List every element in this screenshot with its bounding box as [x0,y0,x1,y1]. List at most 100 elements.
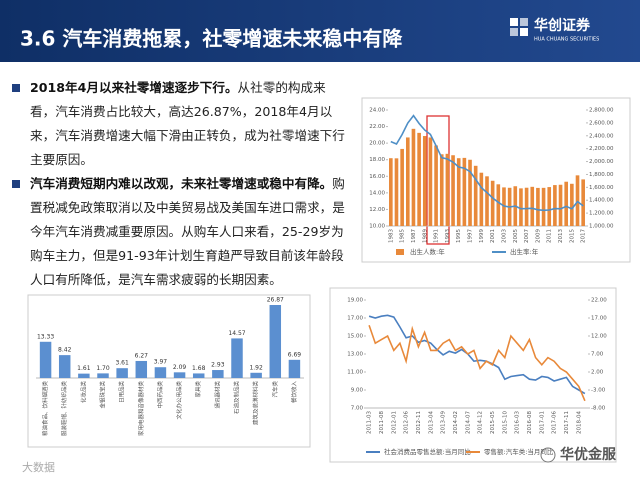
bar [231,338,243,378]
watermark: 大数据 [22,460,55,474]
y-tick-label: 16.00 [369,174,385,180]
data-label: 2.09 [173,364,187,371]
data-label: 2.93 [211,362,225,369]
x-tick-label: 2012-01 [391,411,397,434]
x-tick-label: 2011 [547,229,553,243]
bar [581,179,585,226]
y-tick-label: 2,200.00 [589,146,614,152]
bar [456,158,461,226]
y-tick-label: 7.00 [591,352,604,358]
bar [39,341,52,378]
bar [411,128,416,226]
y-tick-label: 20.00 [369,141,385,147]
slide-title: 3.6 汽车消费拖累，社零增速未来稳中有降 [20,27,403,51]
bullet-bold: 2018年4月以来社零增速逐步下行。 [30,80,238,95]
y-tick-label: -3.00 [591,388,606,394]
legend-label: 出生率:年 [510,247,539,256]
bar [269,305,282,378]
x-tick-label: 2001 [490,229,496,243]
bar [558,184,563,226]
y-tick-label: 9.00 [351,388,364,394]
y-tick-label: 1,400.00 [589,198,614,204]
x-tick-label: 1999 [479,229,485,243]
y-tick-label: 7.00 [351,406,364,412]
x-tick-label: 2016-03 [515,411,521,434]
watermark-icon [540,447,556,463]
bar [434,145,438,226]
line-series [390,114,584,212]
line-series [368,314,586,395]
bar [570,183,574,226]
bar [58,355,71,378]
x-tick-label: 家用电器和音像器材类 [137,381,145,437]
bar [462,157,467,226]
bullet-body: 从社零的构成来看，汽车消费占比较大，高达26.87%，2018年4月以来，汽车消… [30,80,345,167]
y-tick-label: 22.00 [591,298,607,304]
y-tick-label: -8.00 [591,406,606,412]
bar [564,181,569,226]
legend-label: 社会消费品零售总额:当月同比 [384,447,471,456]
logo-text: 华创证券 [534,17,591,34]
x-tick-label: 2014-12 [478,411,484,434]
bullet-bold: 汽车消费短期内难以改观，未来社零增速或稳中有降。 [30,176,333,191]
y-tick-label: 12.00 [369,207,385,213]
x-tick-label: 2007 [524,229,530,243]
x-tick-label: 2014-07 [465,411,471,434]
x-tick-label: 2015-10 [502,411,508,434]
x-tick-label: 2013-09 [441,411,447,434]
bar [173,372,186,378]
y-tick-label: 13.00 [347,352,363,358]
bar [496,184,501,226]
data-label: 6.69 [288,351,302,358]
bullet: 汽车消费短期内难以改观，未来社零增速或稳中有降。购置税减免政策取消以及中美贸易战… [8,172,350,292]
legend-swatch [396,249,404,255]
bar [250,372,262,378]
data-label: 8.42 [58,347,72,354]
bar [394,158,399,226]
bullet-marker [12,84,20,92]
x-tick-label: 2015 [569,229,575,243]
y-tick-label: 2,400.00 [589,133,614,139]
bar [97,373,109,378]
x-tick-label: 2018-04 [576,411,582,434]
y-tick-label: 14.00 [369,190,385,196]
x-tick-label: 化妆品类 [79,381,87,404]
x-tick-label: 2005 [513,229,519,243]
data-label: 1.70 [96,365,110,372]
x-tick-label: 1991 [434,229,440,243]
bullet-marker [12,180,20,188]
chart-frame [27,294,311,448]
bullet-text: 汽车消费短期内难以改观，未来社零增速或稳中有降。购置税减免政策取消以及中美贸易战… [30,172,350,292]
legend-label: 零售额:汽车类:当月同比 [484,447,554,456]
x-tick-label: 2013-04 [428,411,434,434]
bar [479,172,484,226]
bar [490,180,495,226]
y-tick-label: 1,200.00 [589,211,614,217]
x-tick-label: 日用品类 [118,381,126,404]
y-tick-label: 18.00 [369,157,385,163]
bar [135,360,148,378]
chart-frame [361,97,631,263]
x-tick-label: 1987 [411,229,417,243]
bar [439,154,444,226]
data-label: 3.61 [115,360,129,367]
data-label: 26.87 [267,297,284,304]
y-tick-label: 24.00 [369,108,385,114]
bar [288,359,301,378]
bar [192,373,205,378]
logo-icon [510,18,528,36]
y-tick-label: 12.00 [591,334,607,340]
watermark: 华优金服 [560,446,617,463]
data-label: 3.97 [154,359,168,366]
bar [530,186,535,226]
y-tick-label: 17.00 [347,316,363,322]
bar [78,373,90,378]
data-label: 1.92 [249,364,263,371]
x-tick-label: 2011-03 [367,411,373,434]
x-tick-label: 2015-05 [490,411,496,434]
x-tick-label: 文化办公用品类 [175,381,183,420]
logo-subtext: HUA CHUANG SECURITIES [534,37,599,43]
bar [428,137,433,226]
